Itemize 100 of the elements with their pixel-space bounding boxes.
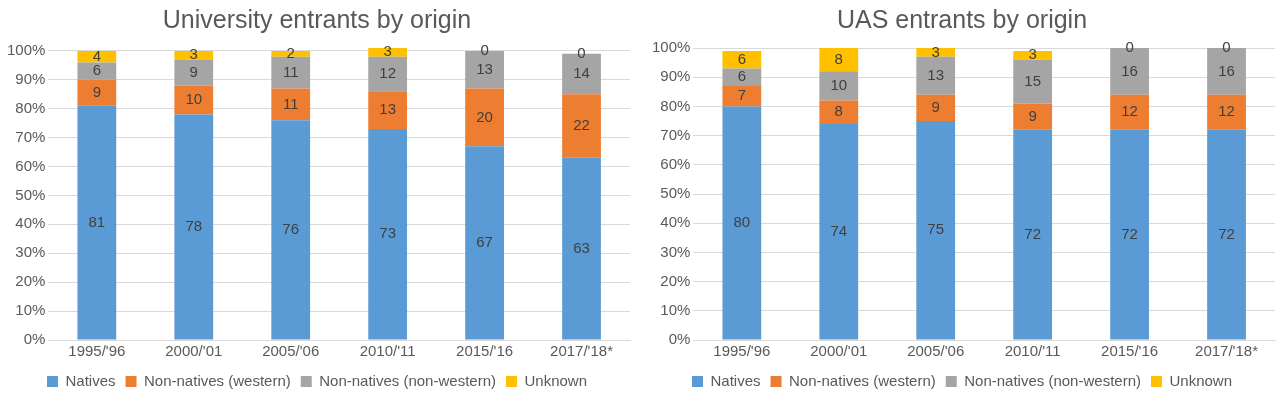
data-label: 7 [737,86,747,104]
y-tick-label: 30% [660,242,691,260]
x-tick-label: 2015/'16 [1101,342,1159,360]
data-label: 16 [1121,61,1138,79]
bar [819,71,859,101]
bar [916,48,956,57]
y-tick-label: 20% [15,272,46,290]
bar [722,106,762,340]
data-label: 75 [927,220,945,238]
bar [916,121,956,340]
y-tick-label: 90% [660,67,691,85]
data-label: 72 [1121,224,1138,242]
bar [174,59,214,86]
data-label: 22 [573,116,590,134]
y-tick-label: 0% [23,330,46,348]
data-label: 72 [1218,224,1235,242]
y-tick-label: 20% [660,271,691,289]
bar [1207,94,1246,130]
bar [271,56,311,89]
bar [1013,103,1053,130]
data-label: 9 [189,62,198,80]
bar [1013,59,1053,104]
legend-label: Non-natives (western) [144,371,291,389]
bar [1207,129,1246,340]
x-tick-label: 2005/'06 [262,342,320,360]
bar [562,94,601,158]
bar [271,50,311,57]
data-label: 10 [830,76,848,94]
legend-label: Unknown [524,371,588,389]
bar [77,79,117,106]
bar [368,56,408,92]
bar [1013,129,1053,340]
data-label: 0 [577,43,586,61]
data-label: 15 [1024,71,1041,89]
data-label: 13 [379,100,396,118]
y-tick-label: 100% [651,38,691,56]
legend-label: Natives [710,371,761,389]
x-tick-label: 2010/'11 [1004,342,1061,360]
bar [77,62,117,80]
x-tick-label: 2000/'01 [165,342,223,360]
data-label: 9 [1028,106,1037,124]
x-tick-label: 2000/'01 [810,342,868,360]
data-label: 3 [931,42,940,60]
data-label: 4 [92,46,102,64]
y-tick-label: 60% [660,154,691,172]
x-tick-label: 2017/'18* [1195,342,1259,360]
legend-label: Non-natives (western) [789,371,936,389]
data-label: 20 [476,107,493,125]
y-tick-label: 70% [15,127,46,145]
data-label: 8 [834,102,843,120]
y-tick-label: 40% [15,214,46,232]
data-label: 9 [931,98,940,115]
bar [368,91,408,129]
y-tick-label: 50% [15,185,46,203]
bar [465,88,504,147]
y-tick-label: 80% [660,96,691,114]
bar [174,114,214,340]
chart-title: UAS entrants by origin [836,4,1088,33]
bar [174,85,214,115]
data-label: 0 [480,41,489,59]
bar [819,123,859,340]
data-label: 72 [1024,224,1041,242]
bar [465,146,504,340]
data-label: 6 [92,61,102,79]
data-label: 12 [1121,102,1138,120]
data-label: 78 [185,217,203,235]
x-tick-label: 2005/'06 [907,342,965,360]
x-tick-label: 2010/'11 [359,342,416,360]
bar [819,100,859,124]
data-label: 8 [834,49,843,67]
data-label: 13 [476,59,493,77]
bar [722,68,762,86]
data-label: 12 [1218,102,1235,120]
legend-label: Unknown [1169,371,1233,389]
data-label: 16 [1218,61,1235,79]
bar [271,120,311,340]
chart-title: University entrants by origin [162,4,472,33]
y-tick-label: 50% [660,184,691,202]
y-tick-label: 0% [668,330,691,348]
y-tick-label: 30% [15,243,46,261]
y-tick-label: 10% [15,301,46,319]
data-label: 63 [573,238,590,256]
bar [562,157,601,340]
data-label: 13 [927,65,945,83]
legend-label: Non-natives (non-western) [319,371,496,389]
y-tick-label: 90% [15,69,46,87]
y-tick-label: 80% [15,98,46,116]
x-tick-label: 1995/'96 [68,342,126,360]
data-label: 6 [737,49,747,67]
y-tick-label: 40% [660,213,691,231]
y-tick-label: 60% [15,156,46,174]
bar [1110,94,1149,130]
bar [1110,129,1149,340]
bar [271,88,311,121]
data-label: 73 [379,224,396,242]
bar [916,56,956,95]
bar [722,85,762,107]
data-label: 12 [379,64,396,82]
x-tick-label: 2015/'16 [456,342,514,360]
legend-label: Natives [65,371,116,389]
